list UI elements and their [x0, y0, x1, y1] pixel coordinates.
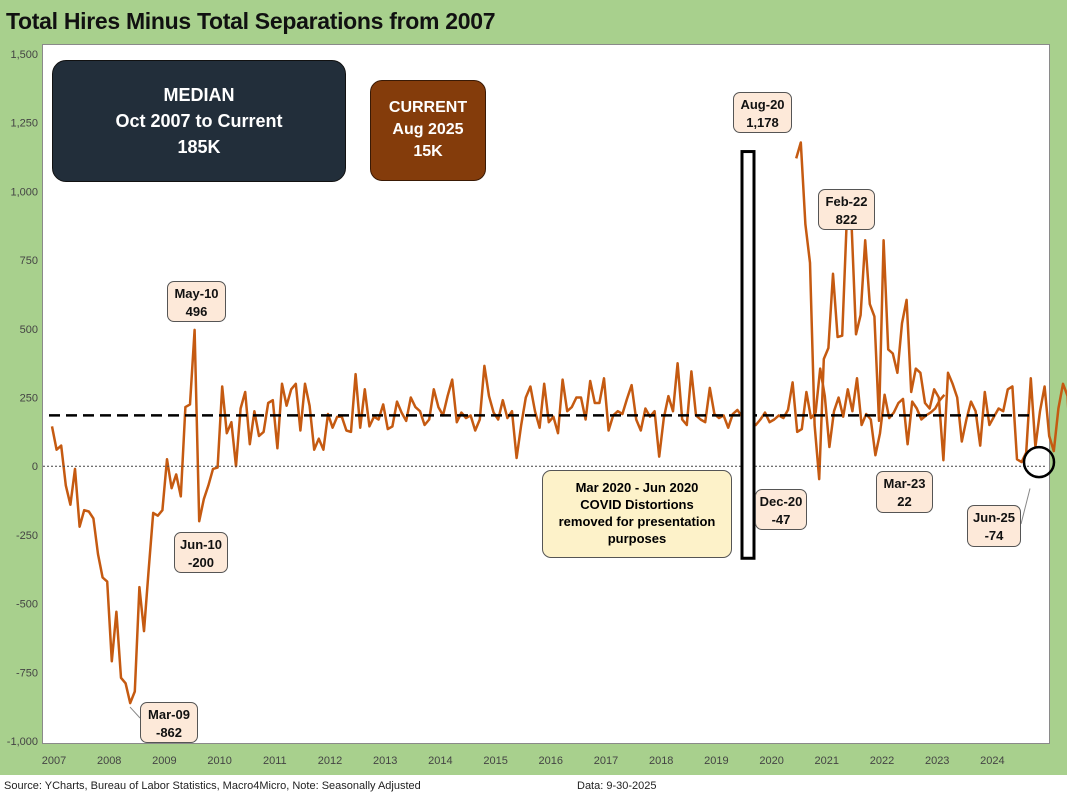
- series-line: [794, 141, 1067, 481]
- y-axis: 1,500 1,250 1,000 750 500 250 0 -250 -500 -750 -1,…: [7, 49, 38, 748]
- median-period: Oct 2007 to Current: [115, 111, 283, 131]
- callout-feb-22: Feb-22 822: [818, 189, 875, 230]
- x-tick-label: 2008: [97, 755, 121, 767]
- y-tick-label: -250: [16, 530, 38, 542]
- callout-value: -862: [155, 725, 183, 740]
- callout-label: Feb-22: [825, 194, 868, 209]
- leader-line: [129, 706, 141, 719]
- x-tick-label: 2017: [594, 755, 618, 767]
- y-tick-label: 250: [20, 393, 38, 405]
- callout-mar-23: Mar-23 22: [876, 471, 933, 513]
- callout-may-10: May-10 496: [167, 281, 226, 322]
- x-tick-label: 2018: [649, 755, 673, 767]
- covid-note: Mar 2020 - Jun 2020 COVID Distortions re…: [542, 470, 732, 558]
- x-tick-label: 2022: [870, 755, 894, 767]
- x-tick-label: 2009: [152, 755, 176, 767]
- x-tick-label: 2007: [42, 755, 66, 767]
- callout-jun-10: Jun-10 -200: [174, 532, 228, 573]
- x-tick-label: 2016: [539, 755, 563, 767]
- x-tick-label: 2019: [704, 755, 728, 767]
- x-tick-label: 2013: [373, 755, 397, 767]
- current-heading: CURRENT: [388, 99, 468, 116]
- callout-value: 1,178: [746, 115, 779, 130]
- callout-label: Mar-09: [148, 707, 190, 722]
- y-tick-label: 0: [32, 461, 38, 473]
- y-tick-label: 500: [20, 324, 38, 336]
- covid-note-line: removed for presentation: [558, 514, 716, 529]
- callout-value: 822: [835, 212, 858, 227]
- y-tick-label: 1,000: [10, 186, 38, 198]
- series-group: [50, 141, 1067, 705]
- callout-value: 496: [185, 304, 208, 319]
- current-period: Aug 2025: [392, 121, 464, 138]
- data-date: Data: 9-30-2025: [577, 780, 657, 792]
- callout-label: Aug-20: [740, 97, 785, 112]
- callout-value: -47: [771, 512, 791, 527]
- y-tick-label: 750: [20, 255, 38, 267]
- x-axis: 2007 2008 2009 2010 2011 2012 2013 2014 2015 2016…: [42, 755, 1005, 767]
- x-tick-label: 2012: [318, 755, 342, 767]
- callout-value: -200: [187, 555, 215, 570]
- leader-line: [1020, 488, 1031, 525]
- x-tick-label: 2015: [483, 755, 507, 767]
- median-box: MEDIAN Oct 2007 to Current 185K: [52, 60, 346, 182]
- callout-mar-09: Mar-09 -862: [140, 702, 198, 743]
- series-line: [50, 328, 946, 705]
- covid-note-line: COVID Distortions: [580, 497, 694, 512]
- current-value: 15K: [413, 143, 443, 160]
- chart-title: Total Hires Minus Total Separations from…: [6, 8, 496, 34]
- covid-note-line: purposes: [607, 531, 667, 546]
- source-note: Source: YCharts, Bureau of Labor Statist…: [4, 780, 421, 792]
- x-tick-label: 2024: [980, 755, 1004, 767]
- y-tick-label: -750: [16, 667, 38, 679]
- y-tick-label: 1,250: [10, 118, 38, 130]
- current-box: CURRENT Aug 2025 15K: [370, 80, 486, 181]
- x-tick-label: 2011: [263, 755, 287, 767]
- y-tick-label: -500: [16, 599, 38, 611]
- callout-value: -74: [984, 528, 1004, 543]
- callout-label: Dec-20: [759, 494, 803, 509]
- callout-label: Jun-10: [180, 537, 222, 552]
- callout-dec-20: Dec-20 -47: [755, 489, 807, 530]
- callout-label: Jun-25: [973, 510, 1015, 525]
- callout-jun-25: Jun-25 -74: [967, 505, 1021, 547]
- x-tick-label: 2010: [207, 755, 231, 767]
- median-value: 185K: [177, 137, 221, 157]
- y-tick-label: 1,500: [10, 49, 38, 61]
- covid-gap-marker: [740, 150, 756, 560]
- callout-aug-20: Aug-20 1,178: [733, 92, 792, 133]
- x-tick-label: 2020: [759, 755, 783, 767]
- x-tick-label: 2014: [428, 755, 452, 767]
- callout-label: Mar-23: [883, 476, 926, 491]
- callout-value: 22: [897, 494, 912, 509]
- x-tick-label: 2021: [815, 755, 839, 767]
- current-circle: [1022, 445, 1056, 479]
- y-tick-label: -1,000: [7, 736, 38, 748]
- x-tick-label: 2023: [925, 755, 949, 767]
- overlay-group: [43, 150, 1056, 719]
- median-heading: MEDIAN: [163, 85, 235, 105]
- covid-note-line: Mar 2020 - Jun 2020: [575, 480, 699, 495]
- callout-label: May-10: [174, 286, 219, 301]
